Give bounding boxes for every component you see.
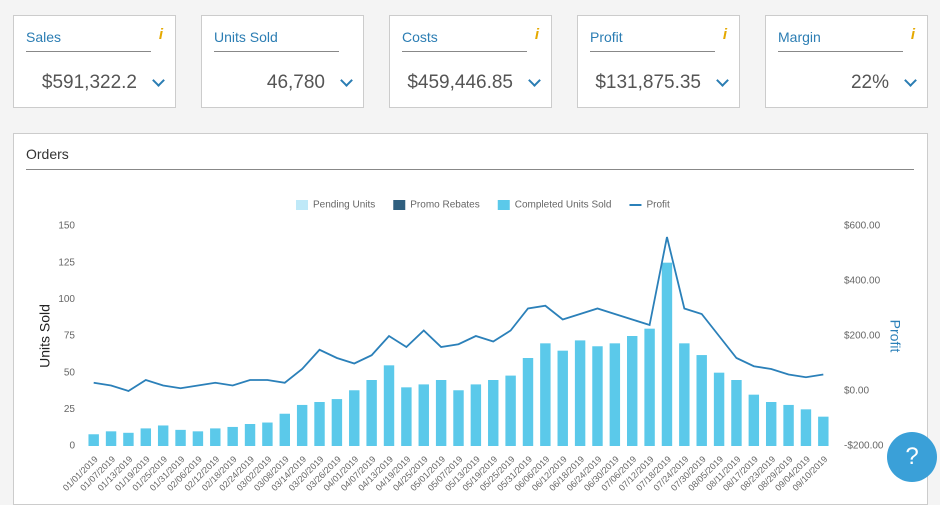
kpi-card: Costs i $459,446.85 — [389, 15, 552, 108]
legend-label: Pending Units — [313, 200, 375, 211]
y-tick-label: 125 — [58, 257, 75, 268]
y2-tick-label: $400.00 — [844, 276, 881, 287]
profit-line — [93, 236, 824, 392]
kpi-card: Margin i 22% — [765, 15, 928, 108]
info-icon[interactable]: i — [534, 26, 539, 43]
bar — [401, 387, 412, 446]
kpi-value: 46,780 — [266, 72, 325, 93]
bar — [244, 424, 256, 446]
y-tick-label: 100 — [58, 294, 75, 305]
bar — [818, 416, 829, 446]
bar — [383, 365, 395, 446]
bar — [574, 340, 586, 446]
bar — [227, 426, 238, 446]
legend-label: Profit — [646, 200, 670, 211]
bar — [88, 434, 99, 446]
bar — [522, 358, 534, 446]
bar — [713, 372, 725, 446]
legend-label: Promo Rebates — [410, 200, 479, 211]
y-tick-label: 50 — [64, 367, 76, 378]
bar — [765, 402, 777, 446]
bar — [679, 343, 690, 446]
bar — [314, 402, 325, 446]
bar — [279, 413, 290, 446]
y2-tick-label: $600.00 — [844, 221, 881, 232]
bar — [731, 380, 742, 446]
bar — [748, 394, 760, 446]
kpi-value: $131,875.35 — [595, 72, 701, 93]
bar — [470, 384, 482, 446]
kpi-value: $459,446.85 — [407, 72, 513, 93]
y-tick-label: 0 — [69, 441, 75, 452]
legend-label: Completed Units Sold — [515, 200, 612, 211]
bar — [627, 336, 638, 446]
bar — [800, 409, 812, 446]
bar — [592, 346, 603, 446]
info-icon[interactable]: i — [158, 26, 163, 43]
kpi-label: Units Sold — [214, 29, 339, 52]
bar — [435, 380, 447, 446]
bar — [540, 343, 551, 446]
kpi-card: Profit i $131,875.35 — [577, 15, 740, 108]
bar — [123, 432, 134, 446]
y-tick-label: 150 — [58, 221, 75, 232]
bar — [661, 262, 673, 446]
y-tick-label: 25 — [64, 404, 76, 415]
bar — [366, 380, 377, 446]
bar — [192, 431, 204, 446]
bar — [210, 428, 221, 446]
kpi-label: Profit — [590, 29, 715, 52]
y2-tick-label: $200.00 — [844, 331, 881, 342]
kpi-label: Sales — [26, 29, 151, 52]
help-button[interactable]: ? — [887, 432, 937, 482]
bar — [175, 429, 186, 446]
legend-swatch — [296, 200, 308, 210]
info-icon[interactable]: i — [722, 26, 727, 43]
bar — [262, 422, 273, 446]
panel-title: Orders — [26, 146, 914, 170]
y-tick-label: 75 — [64, 331, 76, 342]
y2-tick-label: -$200.00 — [844, 441, 884, 452]
kpi-card: Sales i $591,322.2 — [13, 15, 176, 108]
bar — [609, 343, 621, 446]
bar — [331, 399, 343, 446]
bar — [488, 380, 499, 446]
bar — [644, 328, 655, 446]
bar — [349, 390, 360, 446]
y2-tick-label: $0.00 — [844, 386, 869, 397]
bar — [105, 431, 117, 446]
kpi-label: Margin — [778, 29, 903, 52]
y2-axis-title: Profit — [887, 320, 903, 353]
bar — [696, 355, 707, 446]
bar — [453, 390, 464, 446]
kpi-card: Units Sold 46,780 — [201, 15, 364, 108]
kpi-value: 22% — [850, 72, 889, 93]
kpi-value: $591,322.2 — [41, 72, 137, 93]
legend-swatch — [393, 200, 406, 210]
bar — [296, 404, 308, 446]
bar — [557, 350, 568, 446]
legend-swatch — [497, 200, 510, 210]
bar — [505, 375, 516, 446]
bar — [783, 404, 794, 446]
bar — [140, 428, 152, 446]
bar — [418, 384, 429, 446]
y-axis-title: Units Sold — [37, 304, 53, 368]
info-icon[interactable]: i — [910, 26, 915, 43]
kpi-label: Costs — [402, 29, 527, 52]
bar — [157, 425, 169, 446]
